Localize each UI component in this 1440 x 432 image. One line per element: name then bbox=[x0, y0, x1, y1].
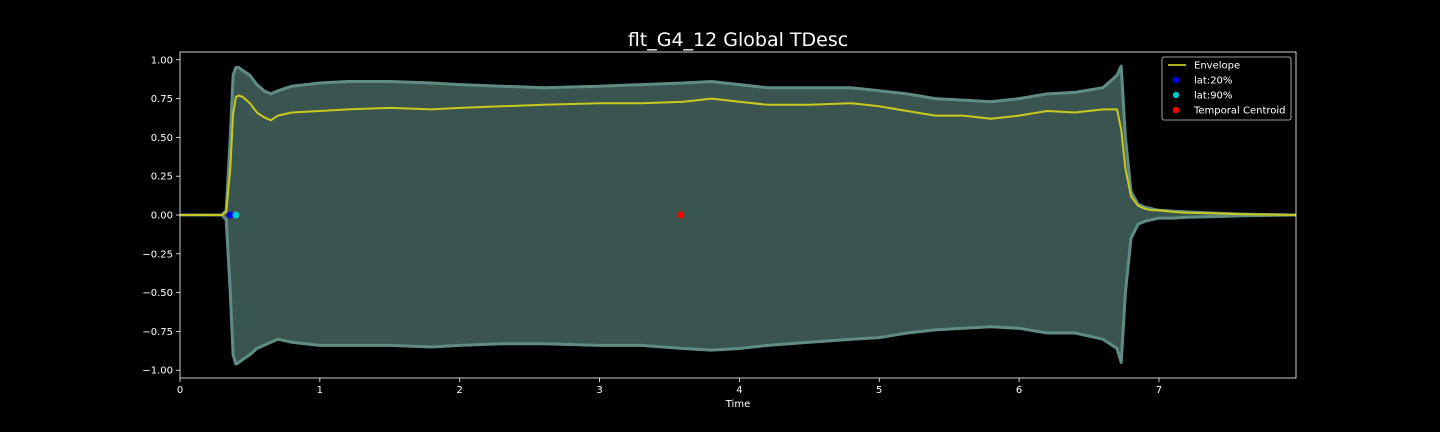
chart-title: flt_G4_12 Global TDesc bbox=[628, 29, 848, 51]
x-axis-label: Time bbox=[725, 399, 750, 410]
points-layer bbox=[226, 211, 685, 219]
x-tick-label-7: 7 bbox=[1156, 385, 1162, 396]
x-tick-label-4: 4 bbox=[736, 385, 742, 396]
legend-label-1: lat:20% bbox=[1194, 76, 1232, 87]
legend-swatch-1 bbox=[1172, 76, 1180, 84]
legend-label-3: Temporal Centroid bbox=[1193, 106, 1286, 117]
legend-label-0: Envelope bbox=[1194, 61, 1240, 72]
legend-swatch-3 bbox=[1172, 106, 1180, 114]
x-tick-label-1: 1 bbox=[317, 385, 323, 396]
y-axis: 1.00 0.75 0.50 0.25 0.00 −0.25 −0.50 −0.75 −1.00 bbox=[142, 55, 180, 377]
envelope-line bbox=[180, 94, 1297, 216]
point-2 bbox=[677, 211, 685, 219]
y-tick-label-7: −0.75 bbox=[142, 327, 173, 338]
plot-area bbox=[179, 51, 1297, 379]
x-tick-label-3: 3 bbox=[596, 385, 602, 396]
legend-box bbox=[1161, 56, 1292, 121]
waveform-upper-edge bbox=[180, 64, 1297, 217]
y-tick-label-0: 1.00 bbox=[151, 55, 173, 66]
x-axis: 0 1 2 3 4 5 6 7 bbox=[177, 378, 1162, 396]
waveform-layer bbox=[180, 64, 1297, 366]
x-tick-label-2: 2 bbox=[457, 385, 463, 396]
y-tick-label-2: 0.50 bbox=[151, 133, 173, 144]
y-tick-label-4: 0.00 bbox=[151, 211, 173, 222]
waveform-band bbox=[180, 66, 1296, 364]
legend-swatch-2 bbox=[1172, 91, 1180, 99]
x-tick-label-6: 6 bbox=[1016, 385, 1022, 396]
y-tick-label-5: −0.25 bbox=[142, 249, 173, 260]
legend: Envelope lat:20% lat:90% Temporal Centroid bbox=[1161, 56, 1292, 121]
waveform-lower-edge bbox=[180, 213, 1297, 366]
y-tick-label-8: −1.00 bbox=[142, 366, 173, 377]
y-tick-label-6: −0.50 bbox=[142, 288, 173, 299]
y-tick-label-1: 0.75 bbox=[151, 94, 173, 105]
envelope-layer bbox=[180, 94, 1297, 216]
legend-label-2: lat:90% bbox=[1194, 91, 1232, 102]
x-tick-label-0: 0 bbox=[177, 385, 183, 396]
point-1 bbox=[232, 211, 240, 219]
x-tick-label-5: 5 bbox=[876, 385, 882, 396]
point-0 bbox=[226, 211, 234, 219]
y-tick-label-3: 0.25 bbox=[151, 172, 173, 183]
